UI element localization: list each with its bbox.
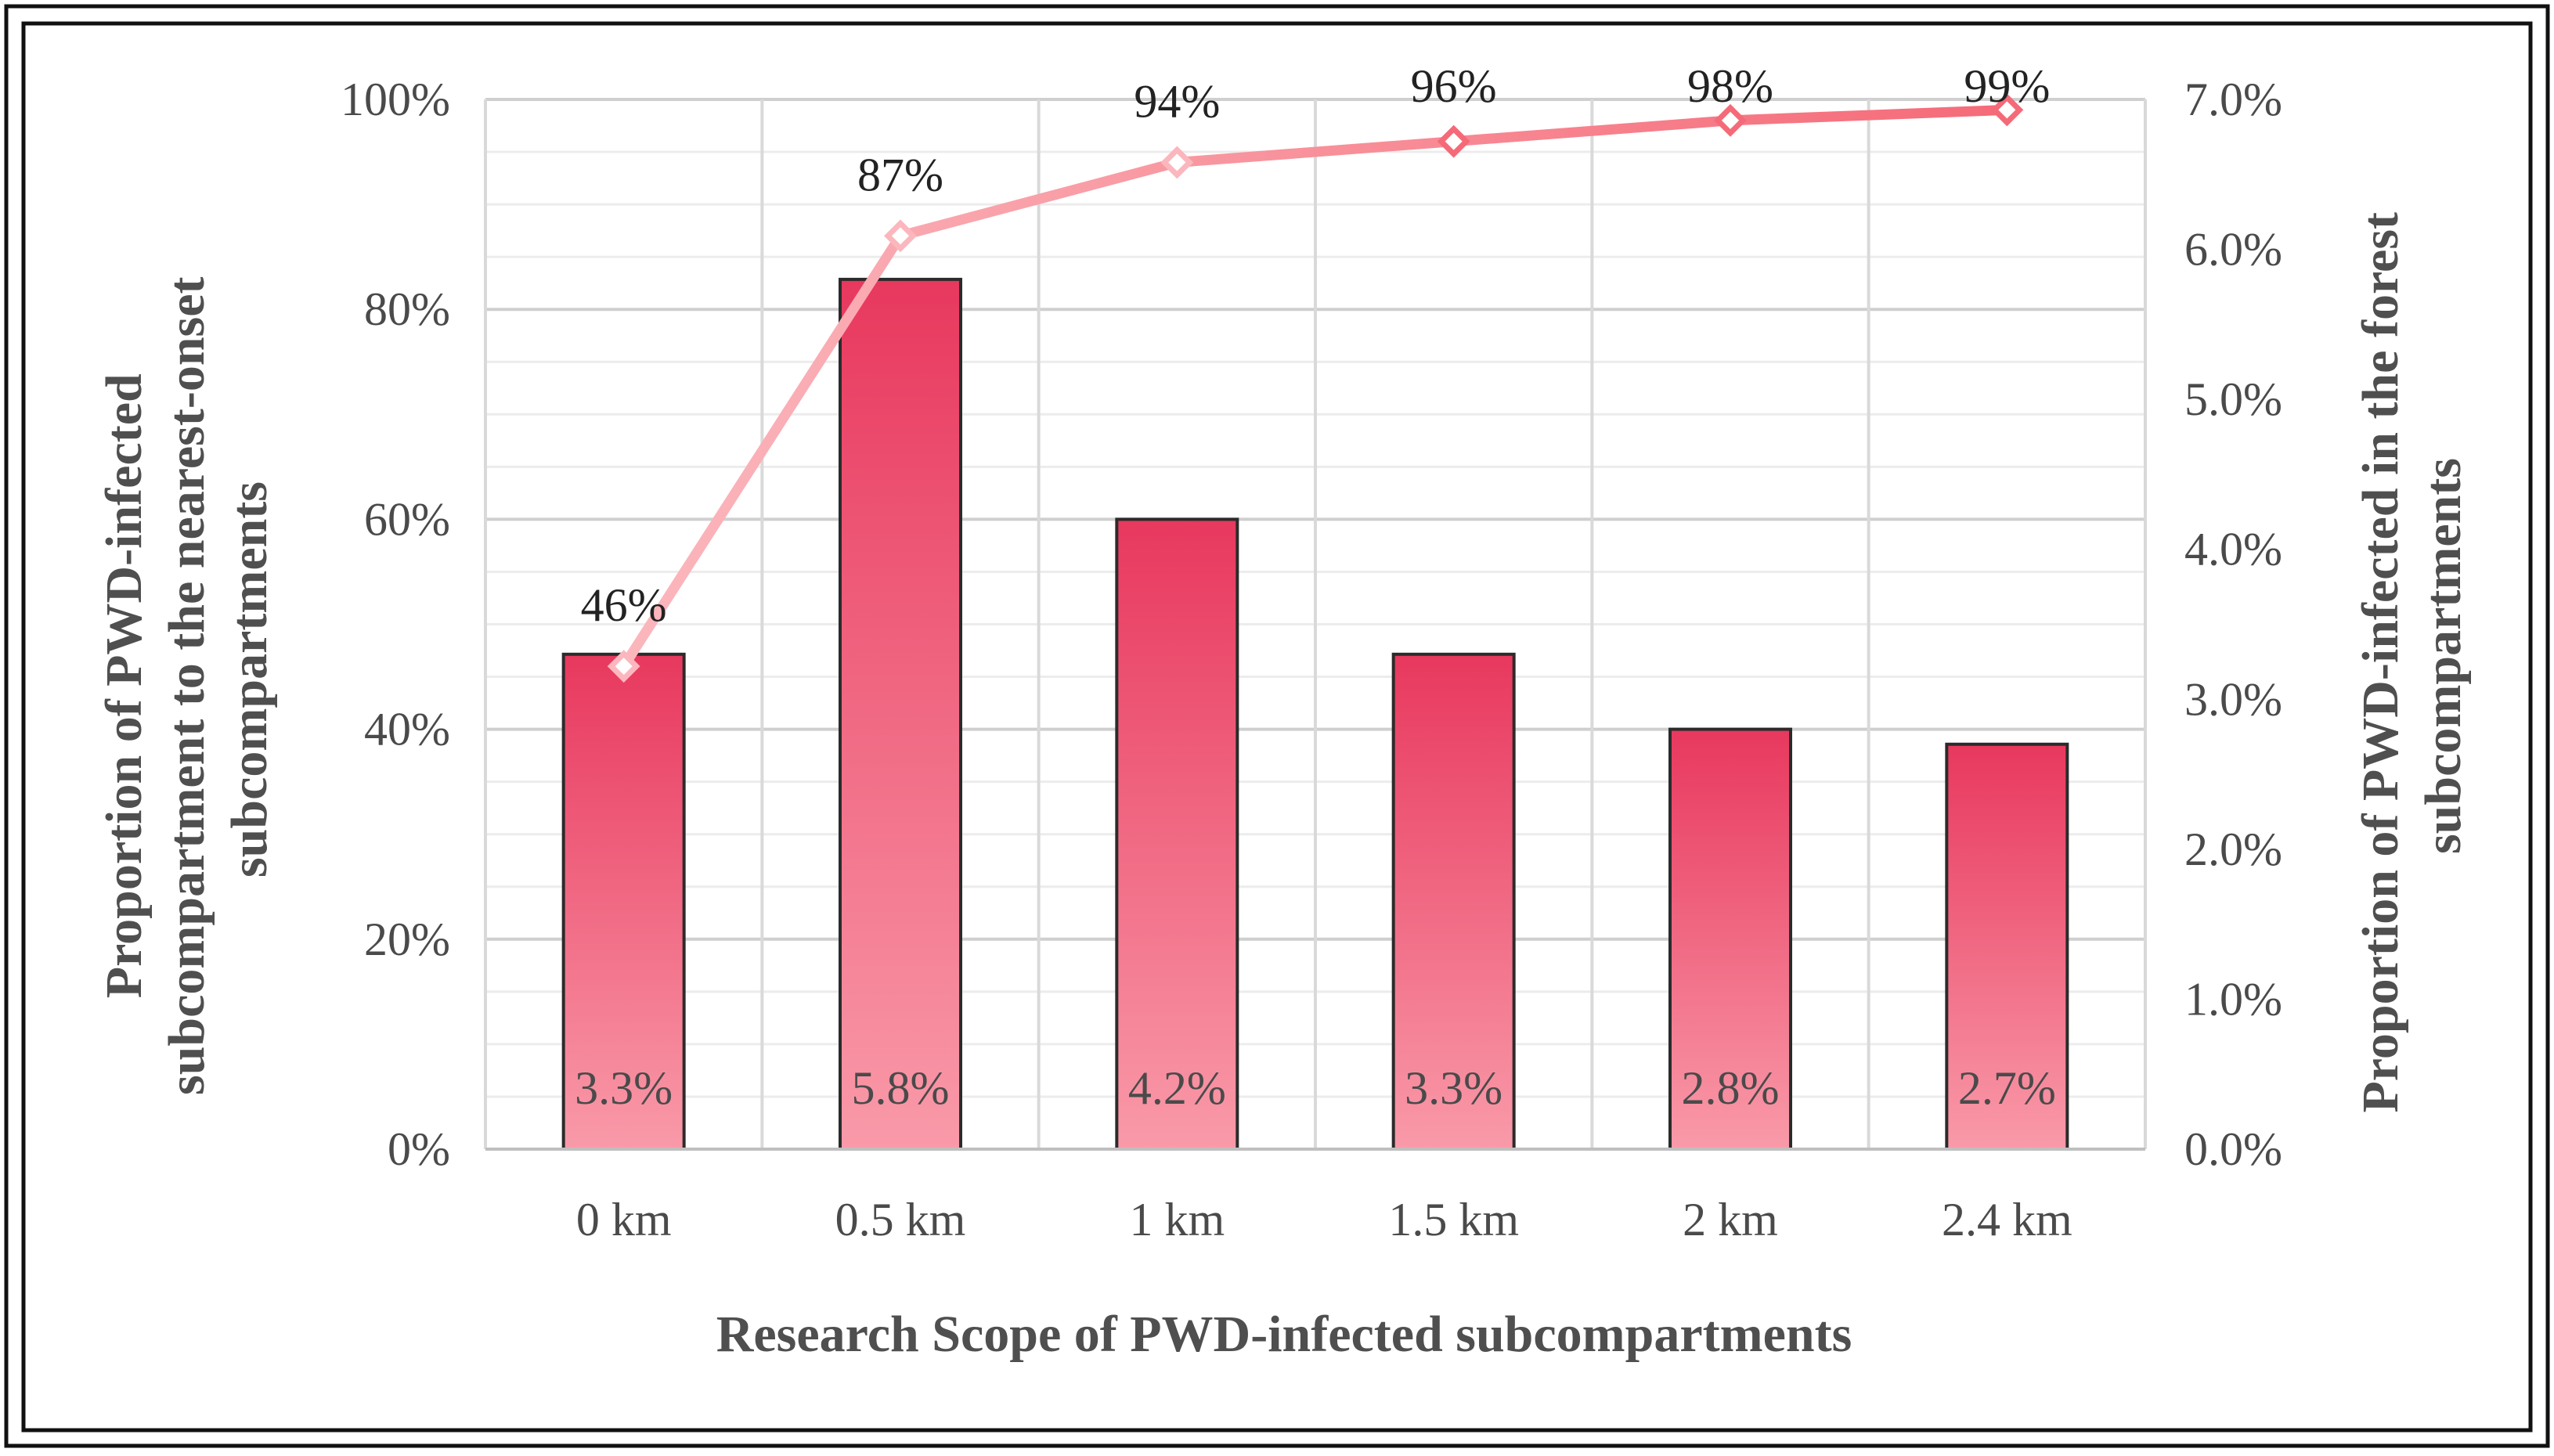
bar: [839, 277, 962, 1151]
y-axis-right-title-line-2: subcompartments: [2415, 458, 2472, 854]
labels-layer: 3.3% 5.8% 4.2% 3.3% 2.8% 2.7% 46% 87% 94% 96% 98% 9…: [575, 60, 2056, 1114]
y-left-tick-label: 0%: [388, 1123, 450, 1175]
bar-data-label: 2.8%: [1682, 1062, 1780, 1114]
line-layer: [619, 104, 2012, 672]
line-marker: [1437, 124, 1470, 158]
y-left-tick-label: 40%: [364, 704, 450, 755]
y-right-tick-label: 1.0%: [2184, 973, 2282, 1025]
series-line: [619, 104, 2012, 672]
bar: [1115, 517, 1239, 1151]
line-data-label: 98%: [1687, 60, 1773, 112]
y-axis-right-title: Proportion of PWD-infected in the forest…: [2352, 199, 2472, 1112]
y-axis-left-title-line-3: subcompartments: [221, 481, 278, 878]
y-left-tick-label: 60%: [364, 493, 450, 545]
line-marker: [1160, 146, 1194, 179]
markers-layer: [607, 93, 2024, 683]
y-right-tick-label: 4.0%: [2184, 524, 2282, 575]
y-right-tick-label: 5.0%: [2184, 373, 2282, 425]
y-axis-left-title: Proportion of PWD-infected subcompartmen…: [96, 264, 278, 1095]
x-tick-label: 2.4 km: [1942, 1194, 2072, 1245]
line-marker: [1714, 103, 1747, 137]
inner-frame: [21, 21, 2533, 1433]
y-left-tick-label: 20%: [364, 914, 450, 965]
line-data-label: 87%: [857, 149, 943, 200]
line-data-label: 94%: [1134, 75, 1220, 127]
x-tick-label: 2 km: [1683, 1194, 1778, 1245]
line-marker: [884, 219, 917, 253]
line-data-label: 96%: [1411, 60, 1497, 112]
x-axis-title: Research Scope of PWD-infected subcompar…: [716, 1306, 1852, 1363]
bar: [1945, 742, 2069, 1151]
line-data-label: 46%: [581, 579, 667, 631]
y-left-tick-label: 80%: [364, 283, 450, 335]
axes-layer: 0% 20% 40% 60% 80% 100% 0.0% 1.0% 2.0% 3.0% 4.0% 5.…: [341, 74, 2282, 1245]
bar-data-label: 3.3%: [575, 1062, 673, 1114]
y-axis-left-title-line-1: Proportion of PWD-infected: [96, 373, 153, 998]
y-right-tick-label: 3.0%: [2184, 673, 2282, 725]
y-right-tick-label: 7.0%: [2184, 74, 2282, 125]
y-right-tick-label: 2.0%: [2184, 824, 2282, 875]
x-tick-label: 1.5 km: [1388, 1194, 1519, 1245]
grid-layer: [484, 98, 2147, 1151]
line-data-label: 99%: [1964, 60, 2050, 112]
bar: [1668, 727, 1792, 1151]
y-right-tick-label: 0.0%: [2184, 1123, 2282, 1175]
x-tick-label: 0 km: [576, 1194, 672, 1245]
bar: [561, 652, 686, 1151]
bar: [1391, 652, 1516, 1151]
line-marker: [607, 650, 640, 683]
line-marker: [1990, 93, 2024, 127]
y-left-tick-label: 100%: [341, 74, 450, 125]
outer-frame: [4, 4, 2550, 1448]
bars-layer: [561, 277, 2069, 1151]
y-axis-right-title-line-1: Proportion of PWD-infected in the forest: [2352, 212, 2409, 1113]
bar-data-label: 4.2%: [1128, 1062, 1226, 1114]
y-axis-left-title-line-2: subcompartment to the nearest-onset: [158, 277, 215, 1095]
bar-data-label: 2.7%: [1958, 1062, 2056, 1114]
bar-data-label: 5.8%: [852, 1062, 950, 1114]
bar-data-label: 3.3%: [1405, 1062, 1502, 1114]
x-tick-label: 1 km: [1129, 1194, 1225, 1245]
x-tick-label: 0.5 km: [835, 1194, 966, 1245]
y-right-tick-label: 6.0%: [2184, 224, 2282, 276]
